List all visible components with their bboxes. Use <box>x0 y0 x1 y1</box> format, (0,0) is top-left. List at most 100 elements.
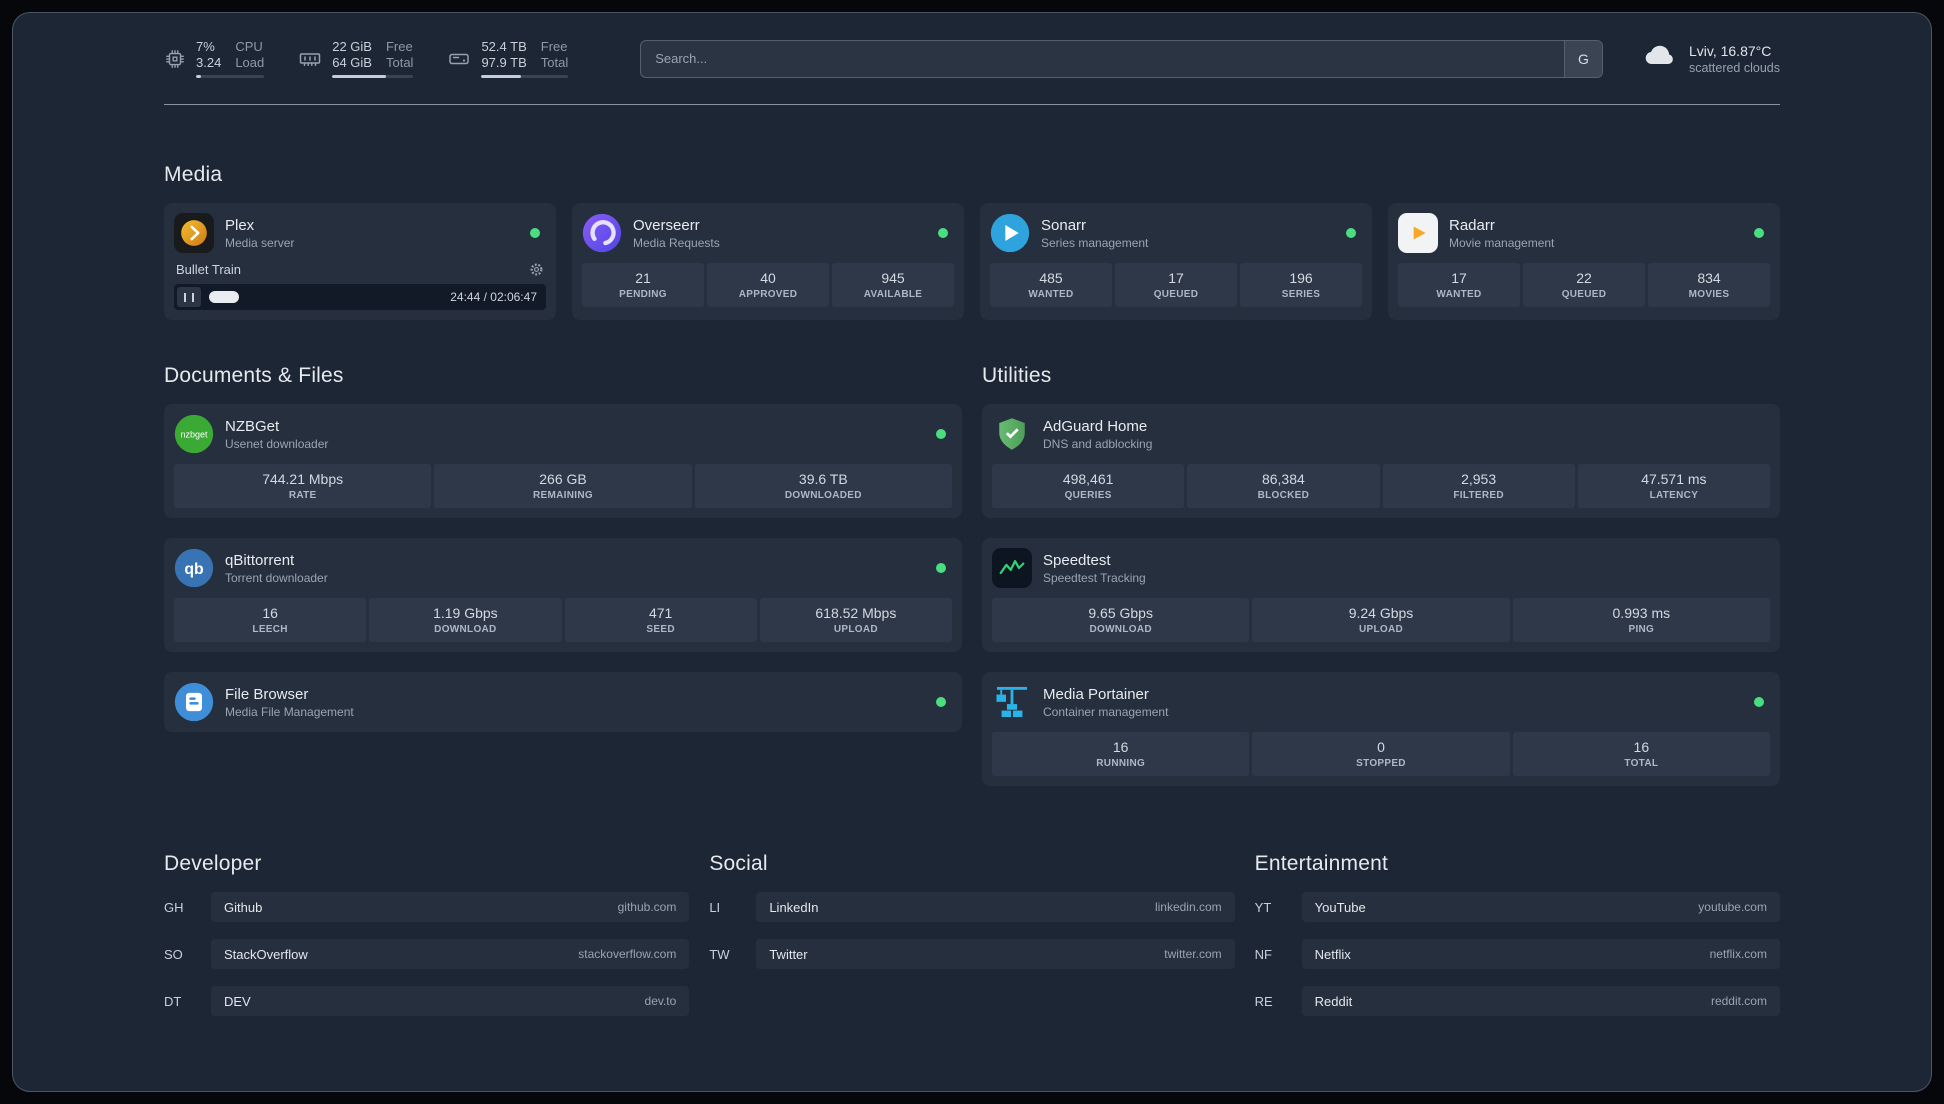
service-card-adguard[interactable]: AdGuard Home DNS and adblocking 498,461 … <box>982 404 1780 518</box>
bookmark-dev[interactable]: DT DEV dev.to <box>164 986 690 1016</box>
disk-usage-bar <box>481 75 569 78</box>
stat: 196 SERIES <box>1240 263 1362 307</box>
stat-value: 39.6 TB <box>798 471 848 487</box>
service-card-speedtest[interactable]: Speedtest Speedtest Tracking 9.65 Gbps D… <box>982 538 1780 652</box>
memory-label-2: Total <box>385 55 414 70</box>
weather-widget: Lviv, 16.87°C scattered clouds <box>1641 40 1780 77</box>
now-playing-title: Bullet Train <box>176 262 242 277</box>
stat: 0 STOPPED <box>1252 732 1510 776</box>
stat: 498,461 QUERIES <box>992 464 1185 508</box>
service-card-overseerr[interactable]: Overseerr Media Requests 21 PENDING 40 A… <box>572 203 964 320</box>
service-name: NZBGet <box>225 417 280 435</box>
stat: 17 WANTED <box>1398 263 1520 307</box>
bookmark-github[interactable]: GH Github github.com <box>164 892 690 922</box>
stat: 39.6 TB DOWNLOADED <box>694 464 952 508</box>
search-provider-button[interactable]: G <box>1563 40 1602 77</box>
stat-value: 17 <box>1168 270 1184 286</box>
bookmark-group-social: Social LI LinkedIn linkedin.com TW Twitt… <box>709 852 1235 986</box>
resource-disk: 52.4 TB 97.9 TB Free Total <box>447 39 569 78</box>
filebrowser-icon <box>174 682 214 722</box>
cpu-percent: 7% <box>196 39 215 54</box>
overseerr-icon <box>582 213 622 253</box>
disk-label-1: Free <box>540 39 568 54</box>
stat-label: RATE <box>288 490 317 501</box>
stat-label: FILTERED <box>1453 490 1504 501</box>
bookmark-stackoverflow[interactable]: SO StackOverflow stackoverflow.com <box>164 939 690 969</box>
dashboard-window: 7% 3.24 CPU Load <box>12 12 1932 1092</box>
service-card-sonarr[interactable]: Sonarr Series management 485 WANTED 17 Q… <box>980 203 1372 320</box>
stat-label: MOVIES <box>1688 289 1730 300</box>
bookmark-reddit[interactable]: RE Reddit reddit.com <box>1255 986 1780 1016</box>
stat-label: PING <box>1628 624 1655 635</box>
service-card-portainer[interactable]: Media Portainer Container management 16 … <box>982 672 1780 786</box>
stat: 40 APPROVED <box>707 263 829 307</box>
pause-button[interactable] <box>177 287 201 307</box>
service-desc: Container management <box>1043 704 1169 719</box>
service-desc: Movie management <box>1449 235 1555 250</box>
stat-value: 266 GB <box>539 471 587 487</box>
service-card-radarr[interactable]: Radarr Movie management 17 WANTED 22 QUE… <box>1388 203 1780 320</box>
portainer-icon <box>992 682 1032 722</box>
bookmark-domain: linkedin.com <box>1154 900 1222 914</box>
bookmark-group-title: Developer <box>164 852 262 875</box>
service-desc: Torrent downloader <box>225 570 328 585</box>
stat: 16 TOTAL <box>1512 732 1770 776</box>
status-dot <box>1346 228 1356 238</box>
stat-value: 834 <box>1697 270 1721 286</box>
stat-label: WANTED <box>1436 289 1482 300</box>
stat: 2,953 FILTERED <box>1382 464 1575 508</box>
bookmark-name: StackOverflow <box>224 946 308 962</box>
bookmark-abbr: DT <box>164 993 182 1009</box>
search-input[interactable] <box>641 40 1564 77</box>
service-desc: Speedtest Tracking <box>1043 570 1146 585</box>
stat-label: WANTED <box>1028 289 1074 300</box>
stat-value: 618.52 Mbps <box>815 605 897 621</box>
service-card-plex[interactable]: Plex Media server Bullet Train <box>164 203 556 320</box>
stat: 945 AVAILABLE <box>832 263 954 307</box>
stat-value: 22 <box>1576 270 1592 286</box>
stat-label: PENDING <box>619 289 667 300</box>
service-desc: Media Requests <box>633 235 720 250</box>
bookmark-abbr: NF <box>1254 946 1272 962</box>
bookmark-domain: github.com <box>617 900 677 914</box>
bookmark-abbr: SO <box>164 946 183 962</box>
radarr-icon <box>1398 213 1438 253</box>
bookmark-linkedin[interactable]: LI LinkedIn linkedin.com <box>709 892 1235 922</box>
bookmark-youtube[interactable]: YT YouTube youtube.com <box>1255 892 1780 922</box>
status-dot <box>1754 228 1764 238</box>
gear-icon[interactable] <box>529 262 544 277</box>
service-name: Speedtest <box>1043 551 1111 569</box>
bookmark-abbr: TW <box>709 946 730 962</box>
service-desc: Series management <box>1041 235 1149 250</box>
service-name: Overseerr <box>633 216 700 234</box>
bookmark-twitter[interactable]: TW Twitter twitter.com <box>709 939 1235 969</box>
stat: 22 QUEUED <box>1523 263 1645 307</box>
bookmark-domain: dev.to <box>644 994 677 1008</box>
bookmark-domain: netflix.com <box>1709 947 1767 961</box>
stat: 9.65 Gbps DOWNLOAD <box>992 598 1250 642</box>
bookmark-name: Github <box>224 899 263 915</box>
memory-label-1: Free <box>385 39 413 54</box>
stat-label: APPROVED <box>738 289 798 300</box>
service-card-qbittorrent[interactable]: qb qBittorrent Torrent downloader <box>164 538 962 652</box>
bookmark-netflix[interactable]: NF Netflix netflix.com <box>1255 939 1780 969</box>
stat: 485 WANTED <box>990 263 1112 307</box>
service-card-nzbget[interactable]: nzbget NZBGet Usenet downloader 74 <box>164 404 962 518</box>
stat: 471 SEED <box>564 598 757 642</box>
service-card-filebrowser[interactable]: File Browser Media File Management <box>164 672 962 732</box>
playback-time: 24:44 / 02:06:47 <box>450 290 537 304</box>
weather-location-temp: Lviv, 16.87°C <box>1688 42 1772 59</box>
stat: 1.19 Gbps DOWNLOAD <box>369 598 562 642</box>
plex-icon <box>174 213 214 253</box>
stat-label: QUEUED <box>1153 289 1199 300</box>
bookmark-name: Twitter <box>769 946 808 962</box>
stat-label: LATENCY <box>1649 490 1699 501</box>
stat-value: 2,953 <box>1461 471 1497 487</box>
bookmark-domain: stackoverflow.com <box>578 947 677 961</box>
stat-label: UPLOAD <box>1358 624 1403 635</box>
bookmark-domain: reddit.com <box>1710 994 1767 1008</box>
progress-bar[interactable] <box>209 290 442 304</box>
topbar-divider <box>164 104 1780 105</box>
svg-text:qb: qb <box>184 561 204 578</box>
memory-free: 22 GiB <box>332 39 372 54</box>
